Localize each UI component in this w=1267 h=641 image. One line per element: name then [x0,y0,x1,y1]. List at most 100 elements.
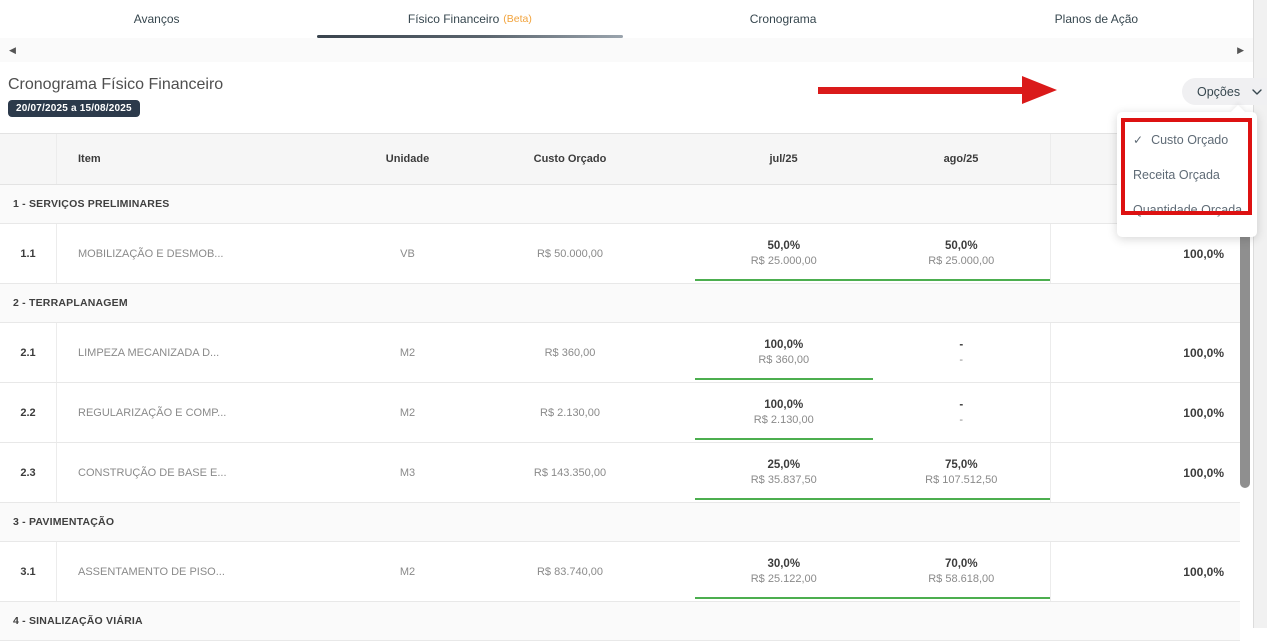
month-percent: 30,0% [767,558,801,570]
month-percent: 50,0% [944,240,978,252]
item-name: CONSTRUÇÃO DE BASE E... [78,466,227,479]
item-number: 2.1 [0,323,57,382]
month-value: R$ 25.000,00 [750,255,817,267]
menu-item-receita-orcada[interactable]: Receita Orçada [1117,157,1257,192]
header-month-ago: ago/25 [943,153,979,165]
item-cost: R$ 83.740,00 [536,565,604,578]
month-cell: 100,0% R$ 360,00 [695,339,873,366]
section-row: 3 - PAVIMENTAÇÃO [0,503,1240,542]
month-cells: 30,0% R$ 25.122,00 70,0% R$ 58.618,00 [695,542,1050,601]
tab-planos-de-acao[interactable]: Planos de Ação [940,0,1253,38]
tab-label: Avanços [133,12,180,26]
item-unit: M2 [399,406,416,419]
progress-bar [695,498,1050,500]
month-value: R$ 25.122,00 [750,573,817,585]
page-title: Cronograma Físico Financeiro [8,76,224,93]
menu-item-label: Custo Orçado [1151,132,1229,147]
month-percent: - [959,399,964,411]
dropdown-notch [1230,104,1246,120]
section-row: 4 - SINALIZAÇÃO VIÁRIA [0,602,1240,641]
tab-cronograma[interactable]: Cronograma [627,0,940,38]
options-dropdown-menu: ✓ Custo Orçado Receita Orçada Quantidade Or… [1117,104,1257,237]
progress-bar [695,279,1050,281]
total-percent: 100,0% [1050,383,1240,442]
table-row: 3.1 ASSENTAMENTO DE PISO... M2 R$ 83.740,00… [0,542,1240,602]
month-cells: 100,0% R$ 2.130,00 - - [695,383,1050,442]
annotation-arrow-head [1022,76,1057,104]
month-cell: 75,0% R$ 107.512,50 [873,459,1051,486]
header-unidade: Unidade [385,153,430,165]
month-cells: 100,0% R$ 360,00 - - [695,323,1050,382]
item-cost: R$ 50.000,00 [536,247,604,260]
period-badge: 20/07/2025 a 15/08/2025 [8,100,140,117]
tab-avancos[interactable]: Avanços [0,0,313,38]
total-percent: 100,0% [1050,323,1240,382]
month-value: R$ 107.512,50 [925,474,998,486]
tab-label: Planos de Ação [1054,12,1139,26]
item-unit: M2 [399,346,416,359]
tab-fisico-financeiro[interactable]: Físico Financeiro (Beta) [313,0,626,38]
options-button[interactable]: Opções [1182,78,1267,105]
month-value: R$ 58.618,00 [928,573,995,585]
item-name: REGULARIZAÇÃO E COMP... [78,406,227,419]
header-item: Item [78,153,101,165]
section-row: 2 - TERRAPLANAGEM [0,284,1240,323]
month-cell: 25,0% R$ 35.837,50 [695,459,873,486]
check-icon: ✓ [1133,132,1144,147]
month-value: R$ 25.000,00 [928,255,995,267]
scroll-right-icon[interactable]: ▶ [1237,44,1244,55]
total-percent: 100,0% [1050,542,1240,601]
table-header: Item Unidade Custo Orçado jul/25 ago/25 [0,133,1240,185]
section-row: 1 - SERVIÇOS PRELIMINARES [0,185,1240,224]
month-cell: 100,0% R$ 2.130,00 [695,399,873,426]
month-percent: 75,0% [944,459,978,471]
item-number: 2.3 [0,443,57,502]
item-cost: R$ 360,00 [544,346,596,359]
progress-bar [695,597,1050,599]
item-cost: R$ 143.350,00 [533,466,607,479]
month-value: R$ 360,00 [758,354,810,366]
month-percent: 70,0% [944,558,978,570]
total-percent: 100,0% [1050,224,1240,283]
section-title: 4 - SINALIZAÇÃO VIÁRIA [13,615,143,627]
item-name: ASSENTAMENTO DE PISO... [78,565,225,578]
vertical-scrollbar-thumb[interactable] [1240,150,1250,488]
header-item-number [0,134,57,184]
month-cell: 30,0% R$ 25.122,00 [695,558,873,585]
month-percent: 100,0% [764,339,804,351]
menu-item-quantidade-orcada[interactable]: Quantidade Orçada [1117,192,1257,227]
item-number: 3.1 [0,542,57,601]
month-cell: -- [873,339,1051,366]
menu-item-label: Receita Orçada [1133,167,1220,182]
month-percent: 25,0% [767,459,801,471]
month-cell: 70,0% R$ 58.618,00 [873,558,1051,585]
section-title: 1 - SERVIÇOS PRELIMINARES [13,198,170,210]
item-unit: M2 [399,565,416,578]
month-percent: 50,0% [767,240,801,252]
menu-item-custo-orcado[interactable]: ✓ Custo Orçado [1117,122,1257,157]
month-cells: 50,0% R$ 25.000,00 50,0% R$ 25.000,00 [695,224,1050,283]
table-row: 2.1 LIMPEZA MECANIZADA D... M2 R$ 360,00 100… [0,323,1240,383]
options-button-label: Opções [1197,84,1241,99]
header-month-jul: jul/25 [769,153,798,165]
table-row: 1.1 MOBILIZAÇÃO E DESMOB... VB R$ 50.000,00… [0,224,1240,284]
table-body: 1 - SERVIÇOS PRELIMINARES 1.1 MOBILIZAÇÃO … [0,185,1240,641]
header-total [1050,134,1240,184]
month-cell: 50,0% R$ 25.000,00 [695,240,873,267]
item-unit: M3 [399,466,416,479]
month-value: - [959,414,964,426]
section-title: 2 - TERRAPLANAGEM [13,297,128,309]
table-row: 2.2 REGULARIZAÇÃO E COMP... M2 R$ 2.130,00 1… [0,383,1240,443]
scroll-left-icon[interactable]: ◀ [9,44,16,55]
item-number: 2.2 [0,383,57,442]
month-cells: 25,0% R$ 35.837,50 75,0% R$ 107.512,50 [695,443,1050,502]
item-name: MOBILIZAÇÃO E DESMOB... [78,247,224,260]
tab-scroll-strip: ◀ ▶ [0,38,1253,62]
annotation-arrow-shaft [818,87,1024,94]
month-percent: 100,0% [764,399,804,411]
progress-bar [695,378,873,380]
month-value: - [959,354,964,366]
total-percent: 100,0% [1050,443,1240,502]
tab-label: Cronograma [749,12,817,26]
